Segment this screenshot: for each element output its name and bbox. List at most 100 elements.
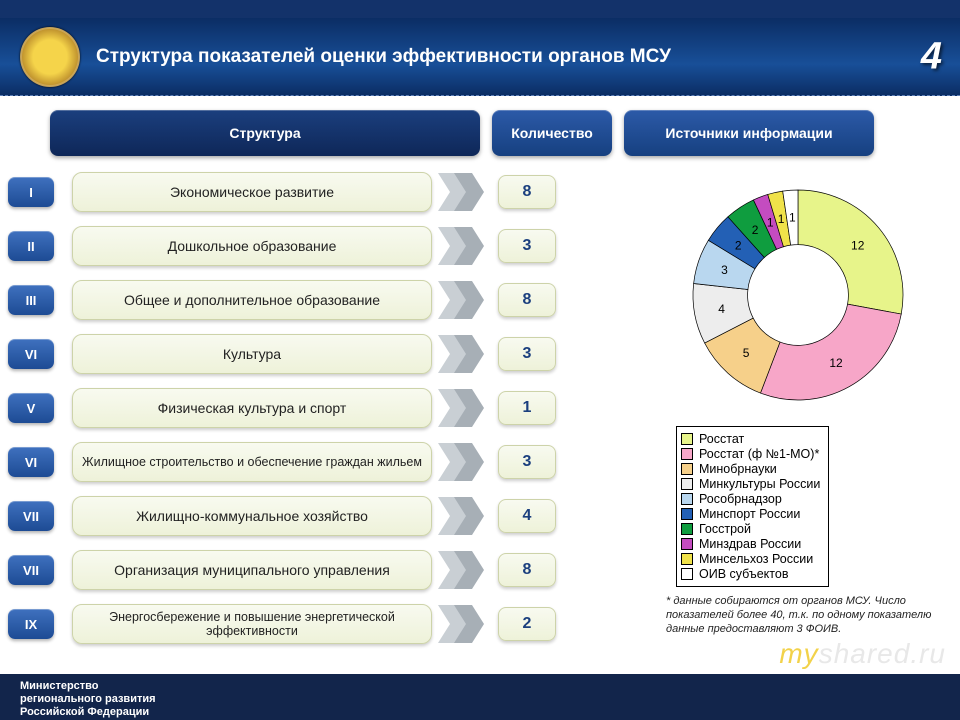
chevron-icon xyxy=(438,281,488,319)
donut-label: 1 xyxy=(789,211,796,225)
sources-column: 121254322111 РосстатРосстат (ф №1-МО)*Ми… xyxy=(648,170,948,636)
count-pill: 3 xyxy=(498,445,556,479)
count-pill: 3 xyxy=(498,337,556,371)
legend-swatch-icon xyxy=(681,553,693,565)
top-strip xyxy=(0,0,960,18)
footer-line1: Министерство xyxy=(20,680,960,693)
chevron-icon xyxy=(438,389,488,427)
structure-pill: Жилищно-коммунальное хозяйство xyxy=(72,496,432,536)
rows-container: I Экономическое развитие 8 II Дошкольное обр… xyxy=(8,170,638,656)
structure-pill: Дошкольное образование xyxy=(72,226,432,266)
roman-badge: V xyxy=(8,393,54,423)
footnote: * данные собираются от органов МСУ. Числ… xyxy=(666,595,944,636)
legend-swatch-icon xyxy=(681,463,693,475)
chevron-icon xyxy=(438,227,488,265)
legend-label: ОИВ субъектов xyxy=(699,567,788,581)
structure-pill: Экономическое развитие xyxy=(72,172,432,212)
page-number: 4 xyxy=(921,35,942,78)
chevron-icon xyxy=(438,497,488,535)
legend-item: Минобрнауки xyxy=(681,462,820,476)
emblem-icon xyxy=(20,27,80,87)
legend-item: ОИВ субъектов xyxy=(681,567,820,581)
donut-label: 12 xyxy=(851,238,865,252)
donut-slice xyxy=(760,304,901,400)
roman-badge: II xyxy=(8,231,54,261)
legend-item: Рособрнадзор xyxy=(681,492,820,506)
count-pill: 1 xyxy=(498,391,556,425)
legend-swatch-icon xyxy=(681,448,693,460)
legend-swatch-icon xyxy=(681,568,693,580)
count-pill: 3 xyxy=(498,229,556,263)
legend-label: Минобрнауки xyxy=(699,462,777,476)
roman-badge: VI xyxy=(8,339,54,369)
legend-label: Росстат (ф №1-МО)* xyxy=(699,447,819,461)
roman-badge: I xyxy=(8,177,54,207)
donut-label: 4 xyxy=(718,302,725,316)
count-pill: 8 xyxy=(498,283,556,317)
legend-item: Минсельхоз России xyxy=(681,552,820,566)
row: II Дошкольное образование 3 xyxy=(8,224,638,268)
donut-label: 1 xyxy=(778,212,785,226)
legend-swatch-icon xyxy=(681,433,693,445)
col-head-sources: Источники информации xyxy=(624,110,874,156)
col-head-structure: Структура xyxy=(50,110,480,156)
row: IX Энергосбережение и повышение энергетич… xyxy=(8,602,638,646)
structure-pill: Культура xyxy=(72,334,432,374)
count-pill: 8 xyxy=(498,553,556,587)
structure-pill: Жилищное строительство и обеспечение гра… xyxy=(72,442,432,482)
row: IЭкономическое развитие8 xyxy=(8,170,638,214)
legend-item: Росстат (ф №1-МО)* xyxy=(681,447,820,461)
chevron-icon xyxy=(438,551,488,589)
row: IIIОбщее и дополнительное образование8 xyxy=(8,278,638,322)
column-headers: Структура Количество Источники информаци… xyxy=(0,96,960,166)
donut-label: 2 xyxy=(752,223,759,237)
roman-badge: VII xyxy=(8,555,54,585)
donut-label: 3 xyxy=(721,263,728,277)
legend-label: Рособрнадзор xyxy=(699,492,782,506)
chevron-icon xyxy=(438,443,488,481)
legend-swatch-icon xyxy=(681,508,693,520)
legend-item: Росстат xyxy=(681,432,820,446)
row: VI Культура 3 xyxy=(8,332,638,376)
donut-label: 12 xyxy=(829,356,843,370)
col-head-count: Количество xyxy=(492,110,612,156)
legend-label: Минздрав России xyxy=(699,537,801,551)
row: VI Жилищное строительство и обеспечение г… xyxy=(8,440,638,484)
footer: Министерство регионального развития Росс… xyxy=(0,674,960,720)
legend-label: Минкультуры России xyxy=(699,477,820,491)
page-title: Структура показателей оценки эффективнос… xyxy=(96,46,671,68)
footer-line2: регионального развития xyxy=(20,693,960,706)
footer-line3: Российской Федерации xyxy=(20,706,960,719)
legend-item: Минкультуры России xyxy=(681,477,820,491)
count-pill: 2 xyxy=(498,607,556,641)
roman-badge: VII xyxy=(8,501,54,531)
roman-badge: IX xyxy=(8,609,54,639)
legend-item: Минздрав России xyxy=(681,537,820,551)
legend-item: Минспорт России xyxy=(681,507,820,521)
legend-swatch-icon xyxy=(681,478,693,490)
legend-label: Росстат xyxy=(699,432,744,446)
chevron-icon xyxy=(438,605,488,643)
header: Структура показателей оценки эффективнос… xyxy=(0,18,960,96)
structure-pill: Энергосбережение и повышение энергетичес… xyxy=(72,604,432,644)
row: VII Жилищно-коммунальное хозяйство 4 xyxy=(8,494,638,538)
row: VФизическая культура и спорт1 xyxy=(8,386,638,430)
roman-badge: VI xyxy=(8,447,54,477)
donut-chart: 121254322111 xyxy=(673,170,923,420)
legend-swatch-icon xyxy=(681,538,693,550)
legend-swatch-icon xyxy=(681,523,693,535)
legend-label: Минспорт России xyxy=(699,507,800,521)
structure-pill: Организация муниципального управления xyxy=(72,550,432,590)
legend: РосстатРосстат (ф №1-МО)*МинобрнаукиМинк… xyxy=(676,426,948,587)
donut-label: 2 xyxy=(735,238,742,252)
roman-badge: III xyxy=(8,285,54,315)
donut-label: 1 xyxy=(767,215,774,229)
row: VII Организация муниципального управления… xyxy=(8,548,638,592)
legend-label: Минсельхоз России xyxy=(699,552,813,566)
legend-item: Госстрой xyxy=(681,522,820,536)
chevron-icon xyxy=(438,173,488,211)
count-pill: 4 xyxy=(498,499,556,533)
legend-swatch-icon xyxy=(681,493,693,505)
donut-label: 5 xyxy=(743,346,750,360)
legend-label: Госстрой xyxy=(699,522,751,536)
